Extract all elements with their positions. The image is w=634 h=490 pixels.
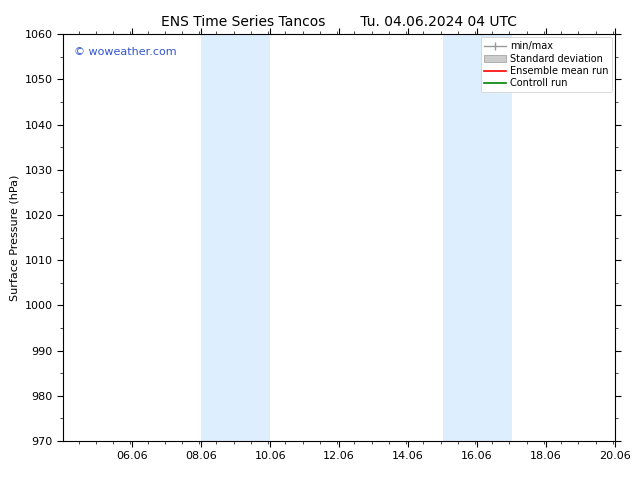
Bar [202, 34, 270, 441]
Bar [443, 34, 512, 441]
Title: ENS Time Series Tancos        Tu. 04.06.2024 04 UTC: ENS Time Series Tancos Tu. 04.06.2024 04… [161, 15, 517, 29]
Text: © woweather.com: © woweather.com [74, 47, 177, 56]
Y-axis label: Surface Pressure (hPa): Surface Pressure (hPa) [10, 174, 19, 301]
Legend: min/max, Standard deviation, Ensemble mean run, Controll run: min/max, Standard deviation, Ensemble me… [481, 37, 612, 92]
